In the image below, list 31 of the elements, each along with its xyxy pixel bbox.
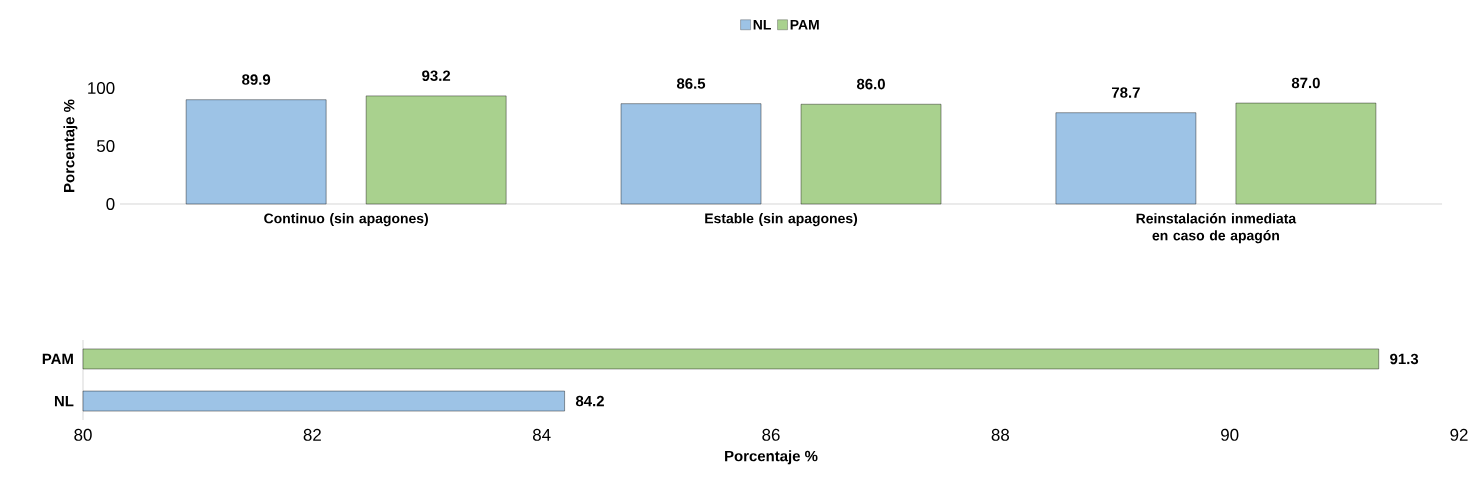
legend-label: NL bbox=[753, 19, 771, 30]
data-label: 86.5 bbox=[676, 78, 706, 89]
x-tick-label: 88 bbox=[991, 428, 1010, 441]
bar bbox=[800, 104, 942, 205]
x-tick-label: Continuo (sin apagones) bbox=[264, 213, 428, 227]
x-tick-label: 80 bbox=[74, 428, 92, 441]
bar bbox=[185, 99, 327, 205]
data-label: 93.2 bbox=[422, 70, 451, 82]
x-tick-label: 92 bbox=[1450, 428, 1468, 441]
x-tick-label: 90 bbox=[1221, 428, 1239, 441]
x-tick-label: 84 bbox=[532, 428, 551, 441]
bar bbox=[365, 95, 507, 205]
data-label: 86.0 bbox=[856, 78, 885, 90]
x-tick-label: Estable (sin apagones) bbox=[705, 213, 858, 227]
bar bbox=[1055, 112, 1197, 205]
y-axis-title: Porcentaje % bbox=[63, 99, 78, 192]
y-tick-label: 0 bbox=[106, 198, 115, 210]
y-tick-label: 50 bbox=[96, 140, 115, 152]
x-tick-label: Reinstalación inmediata en caso de apagón bbox=[1136, 213, 1297, 244]
data-label: 87.0 bbox=[1291, 77, 1320, 89]
legend-label: PAM bbox=[790, 19, 819, 30]
x-tick-label: 82 bbox=[303, 428, 321, 441]
data-label: 78.7 bbox=[1112, 87, 1140, 98]
data-label: 91.3 bbox=[1390, 353, 1419, 365]
bar bbox=[1235, 102, 1377, 205]
data-label: 89.9 bbox=[242, 74, 271, 85]
data-label: 84.2 bbox=[575, 395, 604, 407]
x-axis-title: Porcentaje % bbox=[725, 450, 818, 465]
y-tick-label: 100 bbox=[88, 82, 115, 94]
bar bbox=[620, 103, 762, 205]
x-tick-label: 86 bbox=[762, 428, 780, 441]
